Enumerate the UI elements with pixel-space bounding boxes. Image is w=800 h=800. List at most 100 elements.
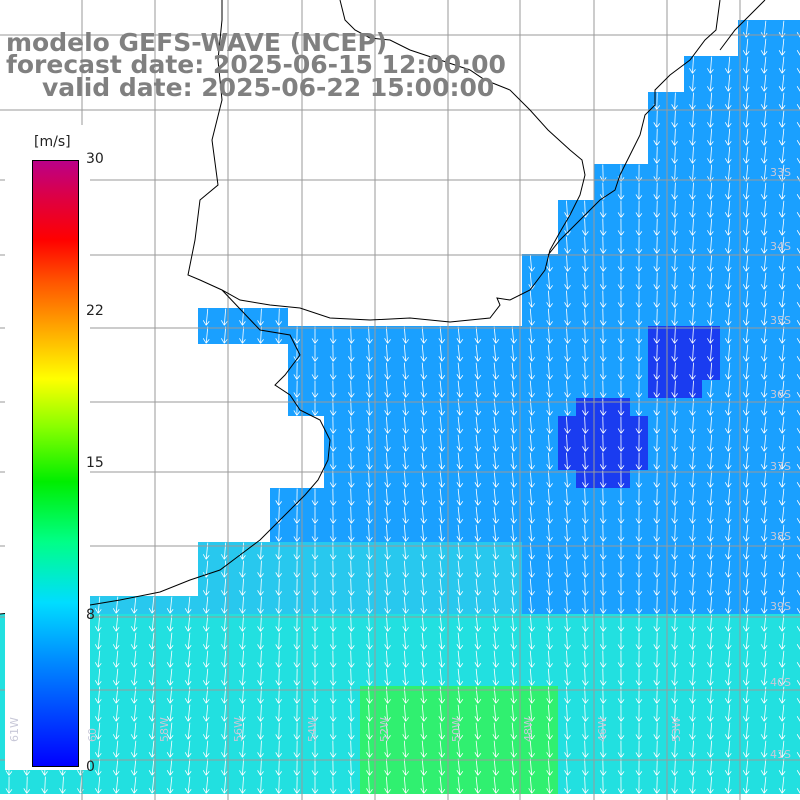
wind-arrow — [724, 452, 732, 470]
wind-arrow — [724, 110, 732, 128]
wind-arrow — [778, 38, 786, 56]
wind-arrow — [239, 596, 246, 614]
wind-arrow — [94, 632, 102, 650]
wind-arrow — [635, 632, 643, 650]
wind-arrow — [599, 758, 607, 776]
wind-arrow — [402, 722, 410, 740]
wind-arrow — [347, 398, 355, 416]
wind-arrow — [275, 740, 283, 758]
wind-arrow — [689, 74, 696, 92]
wind-arrow — [329, 740, 337, 758]
wind-arrow — [653, 758, 661, 776]
wind-arrow — [202, 704, 210, 722]
wind-arrow — [724, 326, 732, 344]
wind-arrow — [492, 326, 500, 344]
wind-arrow — [671, 452, 678, 470]
wind-arrow — [546, 326, 553, 344]
wind-arrow — [293, 722, 301, 740]
longitude-label: 52W — [378, 717, 391, 742]
colorbar — [32, 160, 79, 767]
wind-arrow — [671, 704, 678, 722]
wind-arrow — [23, 776, 31, 794]
wind-arrow — [778, 632, 786, 650]
wind-arrow — [438, 650, 446, 668]
wind-arrow — [184, 740, 192, 758]
wind-arrow — [402, 488, 410, 506]
wind-arrow — [564, 326, 571, 344]
wind-arrow — [689, 92, 696, 110]
wind-arrow — [402, 506, 410, 524]
wind-arrow — [760, 686, 768, 704]
wind-cell — [792, 650, 800, 668]
wind-arrow — [184, 686, 192, 704]
wind-arrow — [671, 146, 678, 164]
wind-arrow — [257, 326, 264, 344]
wind-arrow — [438, 560, 446, 578]
wind-arrow — [239, 740, 246, 758]
wind-arrow — [671, 632, 678, 650]
wind-arrow — [402, 776, 410, 794]
wind-arrow — [635, 290, 643, 308]
wind-arrow — [420, 632, 428, 650]
wind-arrow — [366, 542, 373, 560]
wind-arrow — [564, 596, 571, 614]
wind-arrow — [474, 380, 482, 398]
wind-arrow — [528, 362, 536, 380]
wind-arrow — [778, 668, 786, 686]
wind-arrow — [528, 434, 536, 452]
wind-arrow — [599, 254, 607, 272]
wind-arrow — [510, 722, 518, 740]
wind-arrow — [635, 344, 643, 362]
wind-arrow — [742, 146, 750, 164]
wind-arrow — [653, 146, 661, 164]
wind-arrow — [707, 182, 714, 200]
wind-cell — [792, 578, 800, 596]
wind-arrow — [760, 542, 768, 560]
wind-cell — [792, 56, 800, 74]
wind-arrow — [329, 452, 337, 470]
wind-arrow — [617, 578, 625, 596]
wind-arrow — [220, 722, 228, 740]
wind-arrow — [778, 722, 786, 740]
wind-arrow — [202, 578, 210, 596]
colorbar-tick-22: 22 — [86, 303, 104, 319]
wind-arrow — [599, 722, 607, 740]
wind-arrow — [239, 650, 246, 668]
wind-arrow — [582, 740, 589, 758]
wind-arrow — [760, 398, 768, 416]
wind-arrow — [166, 650, 174, 668]
wind-arrow — [689, 488, 696, 506]
wind-arrow — [689, 722, 696, 740]
wind-arrow — [582, 380, 589, 398]
wind-arrow — [5, 776, 13, 794]
wind-arrow — [456, 434, 464, 452]
wind-arrow — [528, 398, 536, 416]
wind-arrow — [293, 704, 301, 722]
wind-arrow — [293, 632, 301, 650]
wind-arrow — [707, 380, 714, 398]
wind-arrow — [707, 146, 714, 164]
wind-arrow — [742, 722, 750, 740]
wind-arrow — [546, 704, 553, 722]
wind-arrow — [384, 398, 391, 416]
wind-arrow — [582, 704, 589, 722]
wind-arrow — [707, 668, 714, 686]
wind-arrow — [420, 578, 428, 596]
wind-arrow — [94, 686, 102, 704]
wind-arrow — [438, 596, 446, 614]
wind-arrow — [166, 704, 174, 722]
wind-arrow — [724, 272, 732, 290]
wind-cell — [792, 416, 800, 434]
wind-arrow — [582, 776, 589, 794]
wind-arrow — [778, 92, 786, 110]
wind-arrow — [438, 506, 446, 524]
wind-arrow — [742, 452, 750, 470]
wind-arrow — [617, 560, 625, 578]
wind-arrow — [311, 686, 319, 704]
wind-arrow — [778, 704, 786, 722]
wind-cell — [792, 164, 800, 182]
wind-arrow — [492, 560, 500, 578]
wind-arrow — [635, 452, 643, 470]
wind-arrow — [760, 524, 768, 542]
